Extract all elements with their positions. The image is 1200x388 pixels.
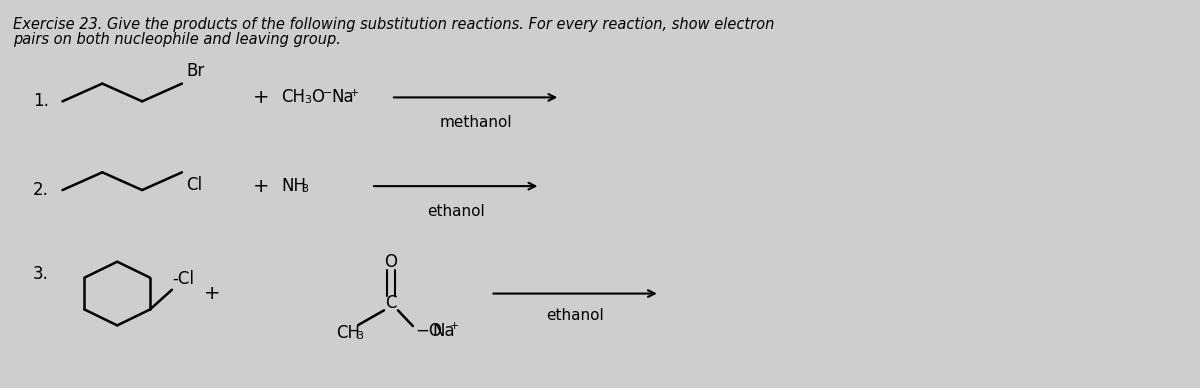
Text: +: + — [253, 177, 270, 196]
Text: O: O — [384, 253, 397, 271]
Text: +: + — [350, 88, 360, 99]
Text: CH: CH — [336, 324, 360, 342]
Text: 3: 3 — [305, 95, 311, 106]
Text: CH: CH — [282, 88, 306, 106]
Text: −O: −O — [415, 322, 442, 340]
Text: 3: 3 — [356, 331, 364, 341]
Text: +: + — [204, 284, 220, 303]
Text: -Cl: -Cl — [172, 270, 194, 288]
Text: 1.: 1. — [32, 92, 48, 110]
Text: ethanol: ethanol — [546, 308, 604, 323]
Text: 3.: 3. — [32, 265, 48, 283]
Text: Na: Na — [433, 322, 456, 340]
Text: NH: NH — [282, 177, 306, 195]
Text: 2.: 2. — [32, 181, 48, 199]
Text: −: − — [323, 88, 332, 99]
Text: Exercise 23. Give the products of the following substitution reactions. For ever: Exercise 23. Give the products of the fo… — [13, 17, 774, 31]
Text: Br: Br — [186, 62, 204, 80]
Text: 3: 3 — [301, 184, 308, 194]
Text: +: + — [450, 321, 460, 331]
Text: ethanol: ethanol — [427, 204, 485, 219]
Text: O: O — [311, 88, 324, 106]
Text: pairs on both nucleophile and leaving group.: pairs on both nucleophile and leaving gr… — [13, 32, 341, 47]
Text: +: + — [253, 88, 270, 107]
Text: Cl: Cl — [186, 176, 202, 194]
Text: methanol: methanol — [439, 115, 512, 130]
Text: C: C — [385, 294, 397, 312]
Text: Na: Na — [331, 88, 354, 106]
